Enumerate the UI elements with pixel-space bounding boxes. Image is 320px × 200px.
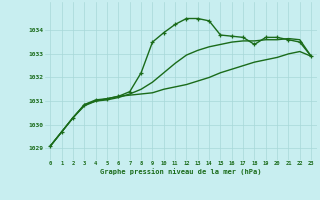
X-axis label: Graphe pression niveau de la mer (hPa): Graphe pression niveau de la mer (hPa) bbox=[100, 168, 261, 175]
